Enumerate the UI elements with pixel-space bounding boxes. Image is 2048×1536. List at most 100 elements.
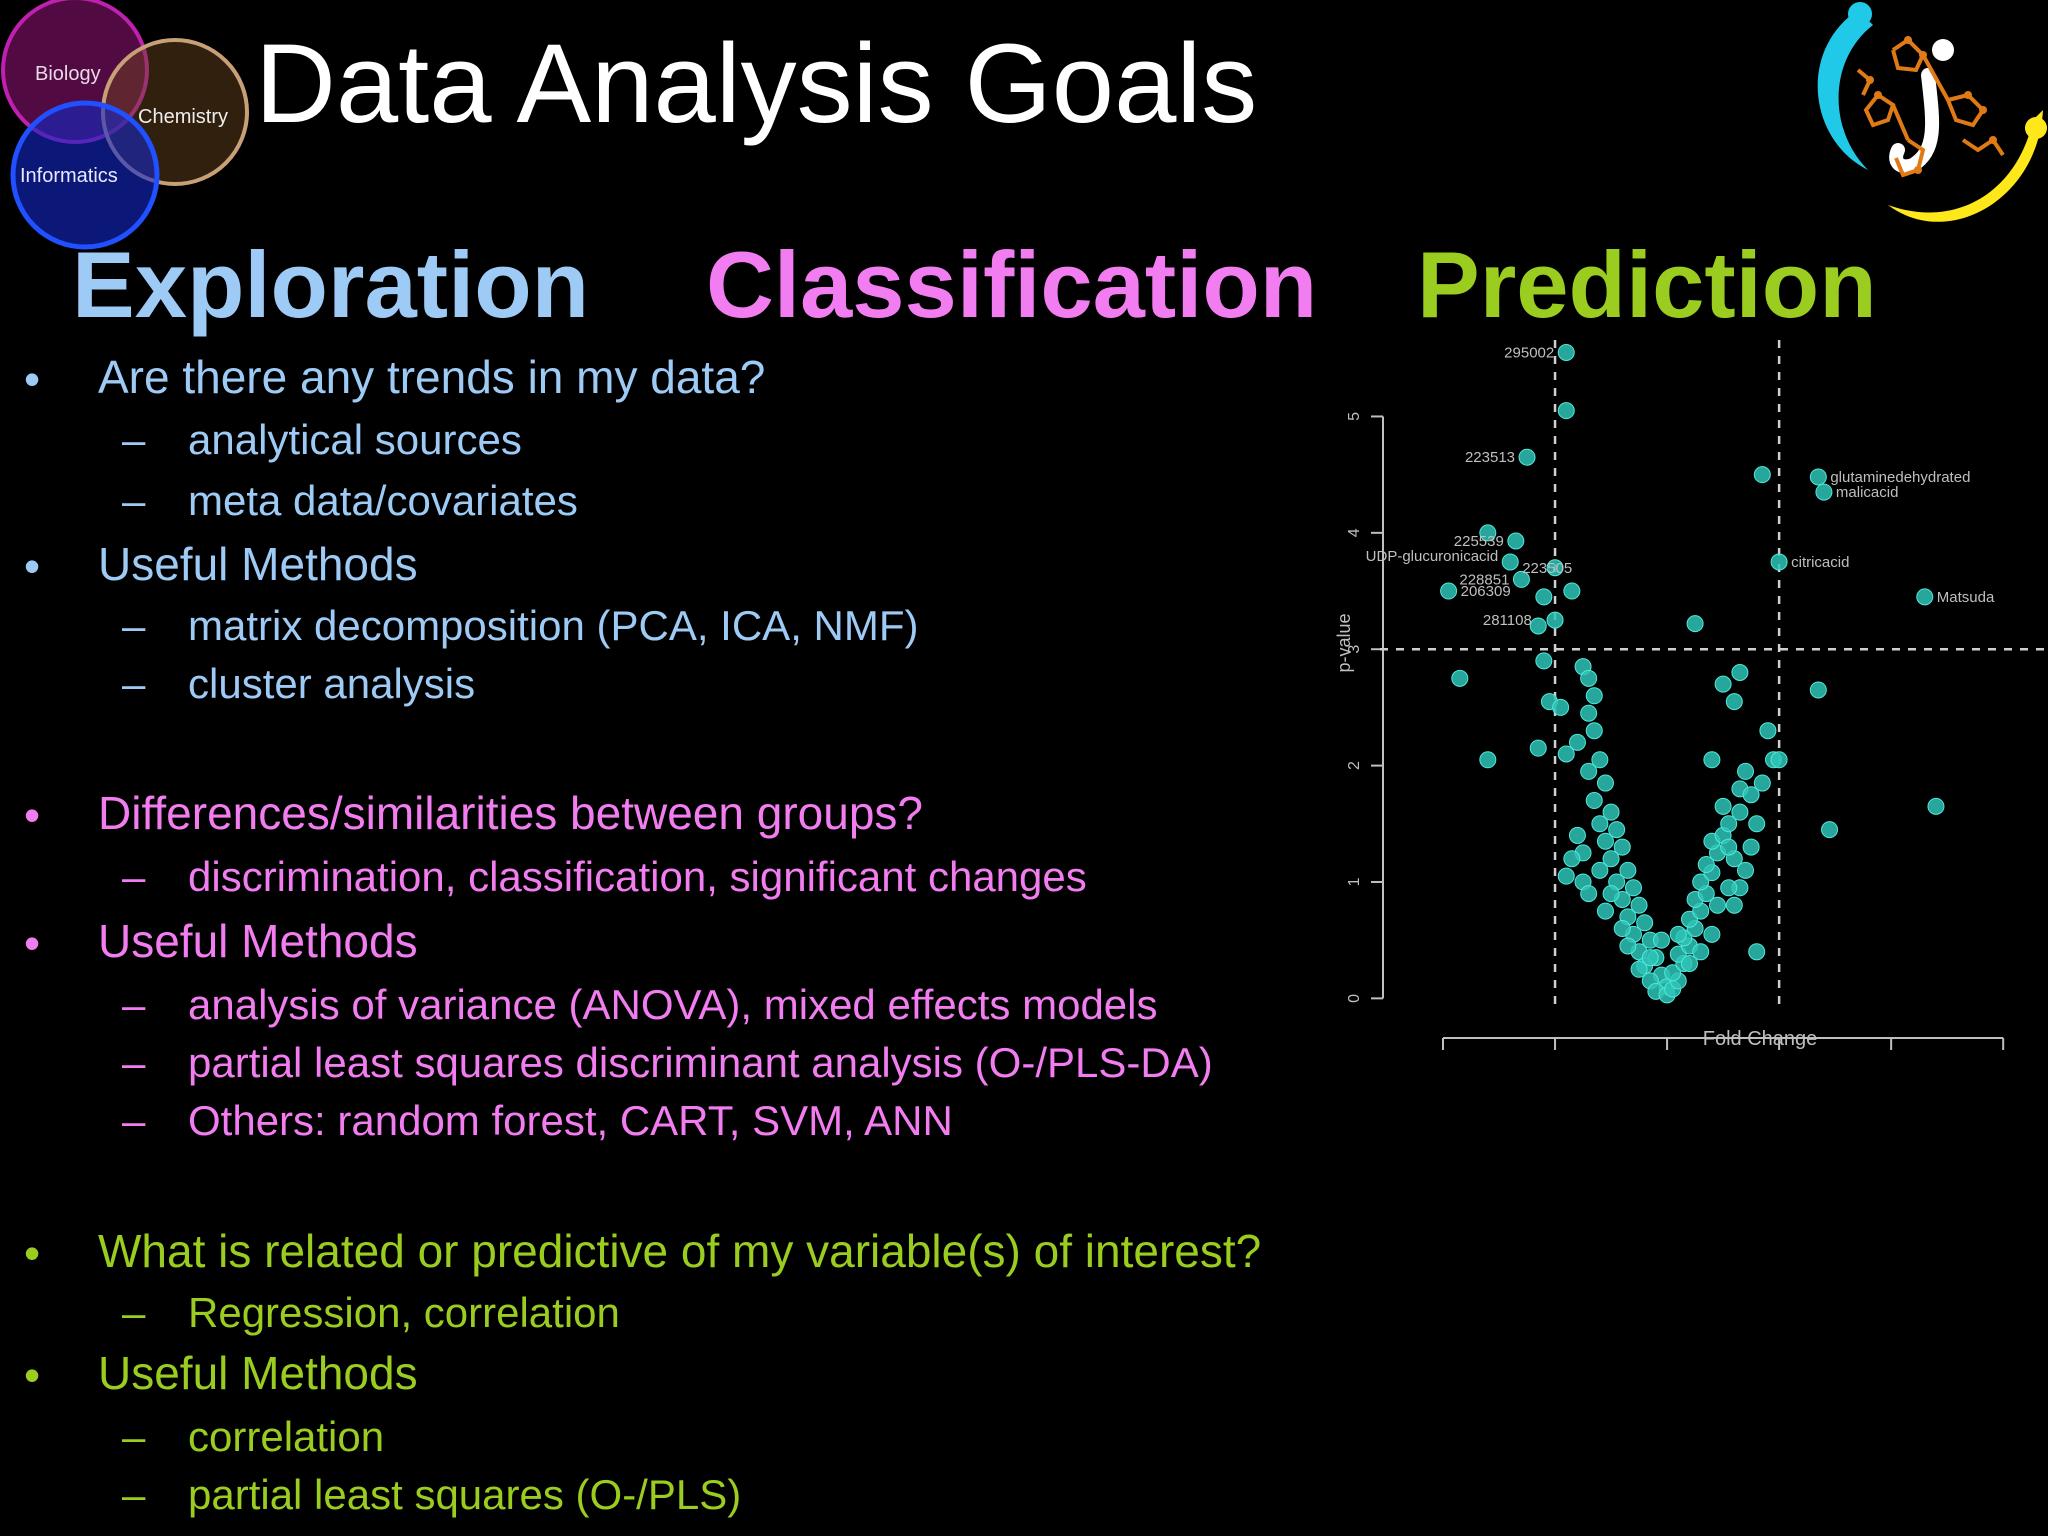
point-label: 228851	[1459, 571, 1509, 588]
venn-label-informatics: Informatics	[20, 165, 118, 187]
sub-bullet-item: analytical sources	[188, 416, 522, 463]
data-point	[1557, 402, 1575, 420]
point-label: citricacid	[1791, 554, 1849, 571]
heading-classification: Classification	[706, 232, 1318, 337]
data-point	[1692, 943, 1710, 961]
data-point	[1720, 879, 1738, 897]
data-point	[1557, 745, 1575, 763]
data-point	[1580, 762, 1598, 780]
bullet-marker: •	[24, 1349, 41, 1401]
data-point	[1636, 914, 1654, 932]
data-point	[1596, 902, 1614, 920]
data-point	[1557, 867, 1575, 885]
data-point	[1479, 751, 1497, 769]
data-point	[1708, 896, 1726, 914]
venn-circle-informatics	[10, 100, 160, 250]
data-point	[1529, 617, 1547, 635]
data-point	[1731, 664, 1749, 681]
bullet-item: Useful Methods	[98, 538, 418, 590]
heading-exploration: Exploration	[72, 232, 590, 337]
data-point	[1748, 943, 1766, 961]
sub-bullet-item: matrix decomposition (PCA, ICA, NMF)	[188, 602, 919, 649]
sub-bullet-item: Regression, correlation	[188, 1289, 620, 1336]
y-tick-label: 4	[1346, 528, 1363, 537]
y-tick-label: 3	[1346, 645, 1363, 654]
data-point	[1686, 615, 1704, 633]
point-label: 225539	[1454, 533, 1504, 550]
data-point	[1669, 925, 1687, 943]
data-point	[1725, 896, 1743, 914]
data-point	[1815, 483, 1833, 501]
sub-bullet-item: partial least squares (O-/PLS)	[188, 1471, 742, 1518]
venn-label-biology: Biology	[35, 63, 101, 85]
bullet-item: What is related or predictive of my vari…	[98, 1225, 1262, 1277]
data-point	[1580, 885, 1598, 903]
dash-marker: –	[122, 853, 146, 900]
dash-marker: –	[122, 1289, 146, 1336]
data-point	[1737, 861, 1755, 879]
bullet-item: Useful Methods	[98, 1347, 418, 1399]
venn-diagram: Biology Chemistry Informatics	[1, 0, 249, 250]
data-point	[1596, 832, 1614, 850]
dash-marker: –	[122, 602, 146, 649]
data-point	[1916, 588, 1934, 606]
data-point	[1619, 861, 1637, 879]
y-tick-label: 2	[1346, 761, 1363, 770]
bullet-marker: •	[24, 917, 41, 969]
x-axis-label: Fold Change	[1703, 1028, 1818, 1050]
data-point	[1580, 669, 1598, 687]
bullet-marker: •	[24, 353, 41, 405]
data-point	[1927, 797, 1945, 815]
y-axis-label: p-value	[1334, 613, 1354, 672]
data-point	[1809, 681, 1827, 699]
data-point	[1720, 838, 1738, 856]
point-label: 223513	[1465, 449, 1515, 466]
molecule-logo-icon	[1817, 2, 2047, 222]
point-label: 295002	[1504, 344, 1554, 361]
data-point	[1568, 826, 1586, 844]
data-point	[1451, 669, 1469, 687]
sub-bullet-item: discrimination, classification, signific…	[188, 853, 1087, 900]
data-point	[1591, 815, 1609, 833]
data-point	[1535, 588, 1553, 606]
data-point	[1602, 885, 1620, 903]
plot-points	[1440, 343, 1945, 1004]
point-label: UDP-glucuronicacid	[1366, 548, 1499, 565]
point-label: 206309	[1461, 583, 1511, 600]
data-point	[1602, 803, 1620, 821]
data-point	[1557, 343, 1575, 361]
plot-axes: 0123450.60.81.01.21.41.6	[1346, 412, 2005, 1050]
y-tick-label: 1	[1346, 877, 1363, 886]
y-tick-label: 5	[1346, 412, 1363, 421]
data-point	[1501, 553, 1519, 571]
dash-marker: –	[122, 1471, 146, 1518]
point-label: 281108	[1483, 612, 1532, 629]
bullet-item: Are there any trends in my data?	[98, 351, 766, 403]
y-tick-label: 0	[1346, 994, 1363, 1003]
data-point	[1692, 873, 1710, 891]
data-point	[1703, 925, 1721, 943]
data-point	[1725, 693, 1743, 711]
bullet-marker: •	[24, 1227, 41, 1279]
data-point	[1714, 797, 1732, 815]
data-point	[1546, 559, 1564, 577]
dash-marker: –	[122, 1097, 146, 1144]
data-point	[1753, 774, 1771, 792]
point-label: malicacid	[1836, 484, 1899, 501]
data-point	[1440, 582, 1458, 600]
data-point	[1703, 751, 1721, 769]
data-point	[1613, 920, 1631, 938]
data-point	[1608, 821, 1626, 839]
data-point	[1518, 448, 1536, 466]
data-point	[1619, 937, 1637, 955]
bullet-item: Useful Methods	[98, 915, 418, 967]
data-point	[1809, 468, 1827, 486]
data-point	[1585, 722, 1603, 740]
data-point	[1759, 722, 1777, 740]
data-point	[1563, 582, 1581, 600]
data-point	[1731, 803, 1749, 821]
dash-marker: –	[122, 660, 146, 707]
data-point	[1697, 856, 1715, 874]
sub-bullet-item: Others: random forest, CART, SVM, ANN	[188, 1097, 953, 1144]
